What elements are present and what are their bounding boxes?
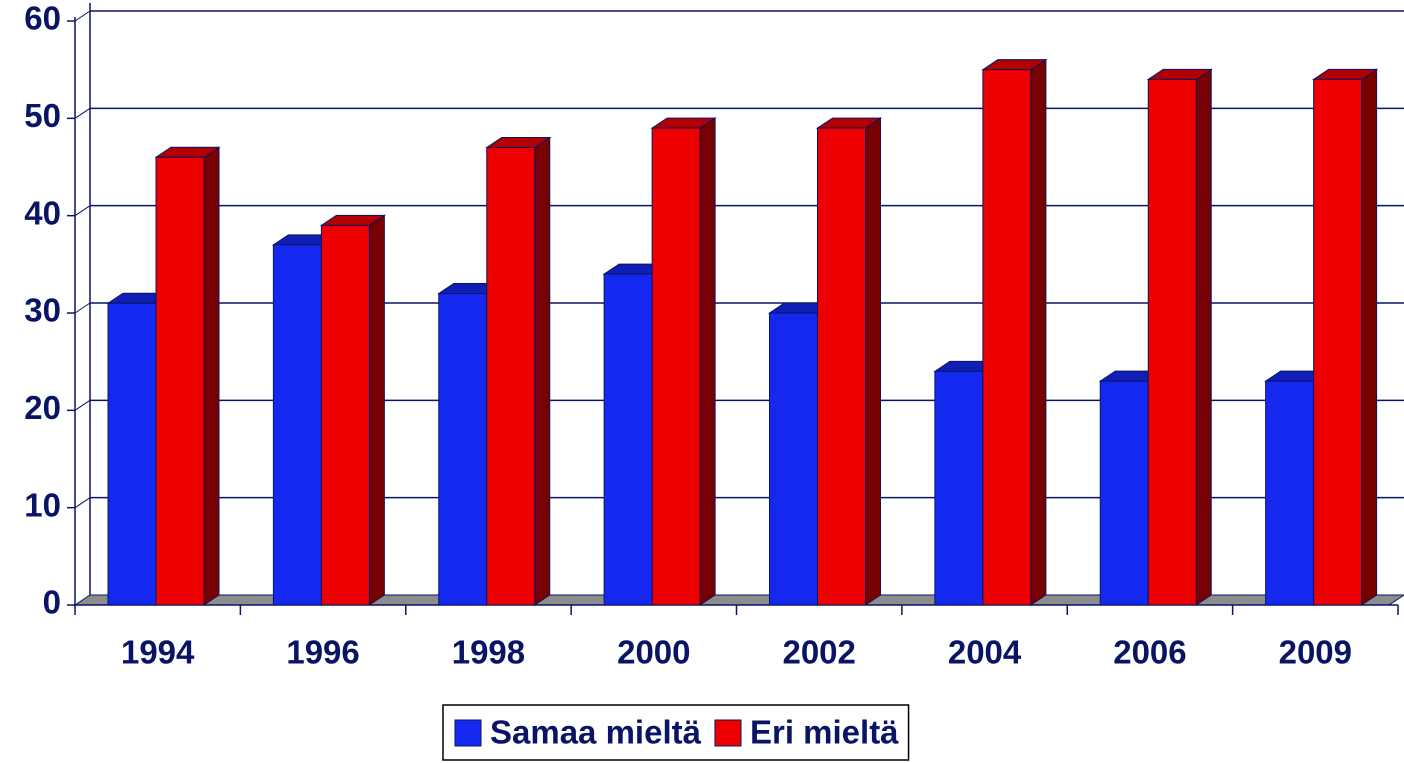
bar-side (865, 117, 881, 606)
bar-side (368, 214, 385, 606)
legend (442, 704, 910, 761)
bar (817, 127, 866, 606)
x-tick-label: 2006 (1113, 634, 1186, 671)
bar (769, 312, 818, 606)
bar (272, 244, 322, 606)
bar (320, 224, 370, 606)
bar (1313, 78, 1363, 606)
y-tick-label: 30 (24, 292, 61, 329)
bar (1265, 380, 1315, 606)
bar (486, 147, 536, 606)
x-tick-label: 2009 (1279, 634, 1352, 671)
x-tick-label: 1998 (452, 634, 525, 671)
y-tick-label: 60 (24, 0, 61, 37)
legend-swatch (714, 719, 742, 747)
x-tick-label: 2004 (948, 634, 1022, 671)
grid-line-side (74, 10, 91, 22)
bar (438, 293, 488, 606)
x-tick-label: 2002 (782, 634, 855, 671)
y-tick-label: 0 (43, 584, 61, 621)
y-tick-label: 10 (24, 486, 61, 523)
bar (107, 302, 157, 606)
bar (982, 69, 1032, 606)
bar (651, 127, 701, 606)
bar-side (534, 136, 551, 606)
legend-label: Eri mieltä (750, 714, 899, 751)
bar-side (203, 146, 220, 606)
legend-label: Samaa mieltä (490, 714, 702, 751)
grid-line-side (74, 302, 91, 314)
bar-side (1195, 68, 1212, 606)
x-tick-label: 1994 (121, 634, 195, 671)
bar-side (699, 117, 716, 606)
grid-line-side (74, 399, 91, 411)
grid-line-side (74, 107, 91, 119)
grid-line-side (74, 497, 91, 509)
bar (1099, 380, 1149, 606)
bar (934, 370, 984, 606)
y-tick-label: 20 (24, 389, 61, 426)
legend-swatch (454, 719, 482, 747)
bar-side (1030, 58, 1047, 606)
grid-line-side (74, 205, 91, 217)
y-tick-label: 50 (24, 97, 61, 134)
bar (155, 156, 205, 606)
x-tick-label: 1996 (286, 634, 359, 671)
bar-side (1361, 68, 1378, 606)
x-tick-label: 2000 (617, 634, 690, 671)
bar (1147, 78, 1197, 606)
y-tick-label: 40 (24, 194, 61, 231)
bar (603, 273, 653, 606)
